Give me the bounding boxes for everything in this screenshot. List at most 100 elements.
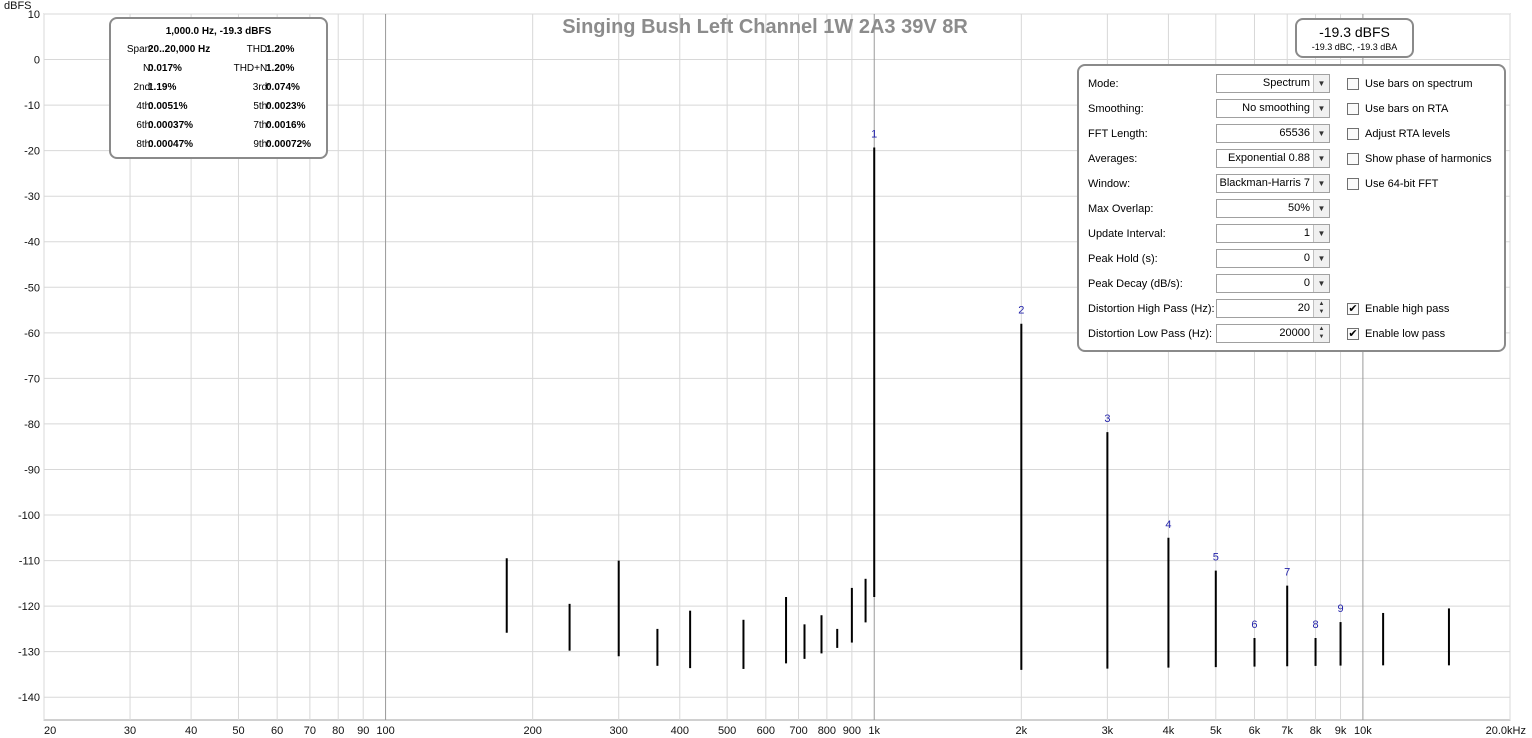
window-dropdown[interactable]: Blackman-Harris 7 ▼ — [1216, 174, 1330, 193]
chevron-down-icon[interactable]: ▼ — [1313, 175, 1329, 192]
smoothing-dropdown[interactable]: No smoothing ▼ — [1216, 99, 1330, 118]
dist-low-pass-label: Distortion Low Pass (Hz): — [1088, 328, 1213, 340]
x-tick-label: 8k — [1310, 725, 1322, 737]
x-tick-label: 200 — [523, 725, 541, 737]
dist-high-pass-spinner[interactable]: 20 ▲ ▼ — [1216, 299, 1330, 318]
x-tick-label: 50 — [232, 725, 244, 737]
max-overlap-dropdown[interactable]: 50% ▼ — [1216, 199, 1330, 218]
controls-panel: Mode: Spectrum ▼ Smoothing: No smoothing ▼… — [1077, 64, 1506, 352]
checkbox-high-pass[interactable]: ✔ Enable high pass — [1347, 299, 1507, 319]
chevron-down-icon[interactable]: ▼ — [1313, 75, 1329, 92]
y-tick-label: -100 — [18, 510, 40, 522]
dist-key: THD+N: — [233, 63, 270, 74]
checkbox-label: Use 64-bit FFT — [1365, 178, 1439, 190]
checkbox-box[interactable] — [1347, 103, 1359, 116]
checkbox-box[interactable]: ✔ — [1347, 328, 1359, 341]
averages-dropdown[interactable]: Exponential 0.88 ▼ — [1216, 149, 1330, 168]
dist-key: 9th: — [253, 139, 270, 150]
y-tick-label: -130 — [18, 647, 40, 659]
y-tick-label: -10 — [24, 100, 40, 112]
max-overlap-label: Max Overlap: — [1088, 203, 1154, 215]
peak-hold-dropdown[interactable]: 0 ▼ — [1216, 249, 1330, 268]
dist-key: 2nd: — [133, 82, 153, 93]
checkbox-label: Adjust RTA levels — [1365, 128, 1451, 140]
checkbox-64bit-fft[interactable]: Use 64-bit FFT — [1347, 174, 1507, 194]
peak-hold-label: Peak Hold (s): — [1088, 253, 1158, 265]
chevron-down-icon[interactable]: ▼ — [1313, 150, 1329, 167]
window-value: Blackman-Harris 7 — [1219, 177, 1310, 189]
x-tick-label: 3k — [1102, 725, 1114, 737]
distortion-row: 4th: 0.0051% 5th: 0.0023% — [111, 97, 326, 116]
dist-value: 0.00037% — [148, 120, 194, 131]
chevron-down-icon[interactable]: ▼ — [1313, 250, 1329, 267]
distortion-row: 6th: 0.00037% 7th: 0.0016% — [111, 116, 326, 135]
x-tick-label: 1k — [868, 725, 880, 737]
update-interval-dropdown[interactable]: 1 ▼ — [1216, 224, 1330, 243]
harmonic-marker-label: 3 — [1104, 413, 1110, 425]
chevron-down-icon[interactable]: ▼ — [1313, 200, 1329, 217]
x-tick-label: 900 — [843, 725, 861, 737]
checkbox-box[interactable] — [1347, 78, 1359, 91]
dist-low-pass-value: 20000 — [1279, 327, 1310, 339]
checkbox-box[interactable] — [1347, 153, 1359, 166]
checkbox-box[interactable] — [1347, 178, 1359, 191]
x-tick-label: 20.0kHz — [1486, 725, 1526, 737]
fft-length-value: 65536 — [1279, 127, 1310, 139]
fft-length-dropdown[interactable]: 65536 ▼ — [1216, 124, 1330, 143]
spinner-arrows-icon[interactable]: ▲ ▼ — [1313, 325, 1329, 342]
dist-value: 0.00047% — [148, 139, 194, 150]
dist-value: 1.20% — [266, 44, 295, 55]
x-tick-label: 70 — [304, 725, 316, 737]
checkbox-low-pass[interactable]: ✔ Enable low pass — [1347, 324, 1507, 344]
x-tick-label: 2k — [1016, 725, 1028, 737]
smoothing-value: No smoothing — [1242, 102, 1310, 114]
chevron-down-icon[interactable]: ▼ — [1313, 275, 1329, 292]
x-tick-label: 800 — [818, 725, 836, 737]
chevron-down-icon[interactable]: ▼ — [1313, 100, 1329, 117]
dist-high-pass-label: Distortion High Pass (Hz): — [1088, 303, 1215, 315]
harmonic-marker-label: 9 — [1337, 603, 1343, 615]
dist-value: 0.074% — [266, 82, 300, 93]
x-tick-label: 90 — [357, 725, 369, 737]
mode-dropdown[interactable]: Spectrum ▼ — [1216, 74, 1330, 93]
dist-low-pass-spinner[interactable]: 20000 ▲ ▼ — [1216, 324, 1330, 343]
dist-value: 0.0051% — [148, 101, 188, 112]
x-tick-label: 5k — [1210, 725, 1222, 737]
dist-key: 5th: — [253, 101, 270, 112]
chevron-down-icon[interactable]: ▼ — [1313, 125, 1329, 142]
y-tick-label: -80 — [24, 419, 40, 431]
dist-value: 0.00072% — [266, 139, 312, 150]
harmonic-markers: 1 2 3 4 5 6 7 8 9 — [871, 128, 1343, 631]
checkbox-box[interactable]: ✔ — [1347, 303, 1359, 316]
x-tick-label: 40 — [185, 725, 197, 737]
dist-key: N: — [143, 63, 153, 74]
level-readout: -19.3 dBFS -19.3 dBC, -19.3 dBA — [1295, 18, 1414, 58]
dist-value: 1.20% — [266, 63, 295, 74]
chevron-down-icon[interactable]: ▼ — [1313, 225, 1329, 242]
checkbox-adjust-rta[interactable]: Adjust RTA levels — [1347, 124, 1507, 144]
checkbox-label: Use bars on spectrum — [1365, 78, 1473, 90]
level-dbfs: -19.3 dBFS — [1319, 24, 1390, 40]
checkbox-phase-harmonics[interactable]: Show phase of harmonics — [1347, 149, 1507, 169]
mode-value: Spectrum — [1262, 77, 1310, 89]
x-tick-label: 30 — [124, 725, 136, 737]
dist-value: 0.0023% — [266, 101, 306, 112]
y-tick-label: -70 — [24, 373, 40, 385]
peak-decay-dropdown[interactable]: 0 ▼ — [1216, 274, 1330, 293]
checkbox-bars-spectrum[interactable]: Use bars on spectrum — [1347, 74, 1507, 94]
harmonic-marker-label: 1 — [871, 128, 877, 140]
level-weighted: -19.3 dBC, -19.3 dBA — [1311, 42, 1398, 52]
checkbox-bars-rta[interactable]: Use bars on RTA — [1347, 99, 1507, 119]
y-tick-label: -30 — [24, 191, 40, 203]
harmonic-marker-label: 5 — [1213, 552, 1219, 564]
distortion-row: N: 0.017% THD+N: 1.20% — [111, 59, 326, 78]
checkbox-box[interactable] — [1347, 128, 1359, 141]
spinner-arrows-icon[interactable]: ▲ ▼ — [1313, 300, 1329, 317]
update-interval-value: 1 — [1303, 227, 1310, 239]
x-tick-label: 80 — [332, 725, 344, 737]
x-tick-label: 60 — [271, 725, 283, 737]
peak-hold-value: 0 — [1303, 252, 1310, 264]
dist-key: 3rd: — [252, 82, 270, 93]
averages-label: Averages: — [1088, 153, 1138, 165]
dist-value: 0.017% — [148, 63, 182, 74]
